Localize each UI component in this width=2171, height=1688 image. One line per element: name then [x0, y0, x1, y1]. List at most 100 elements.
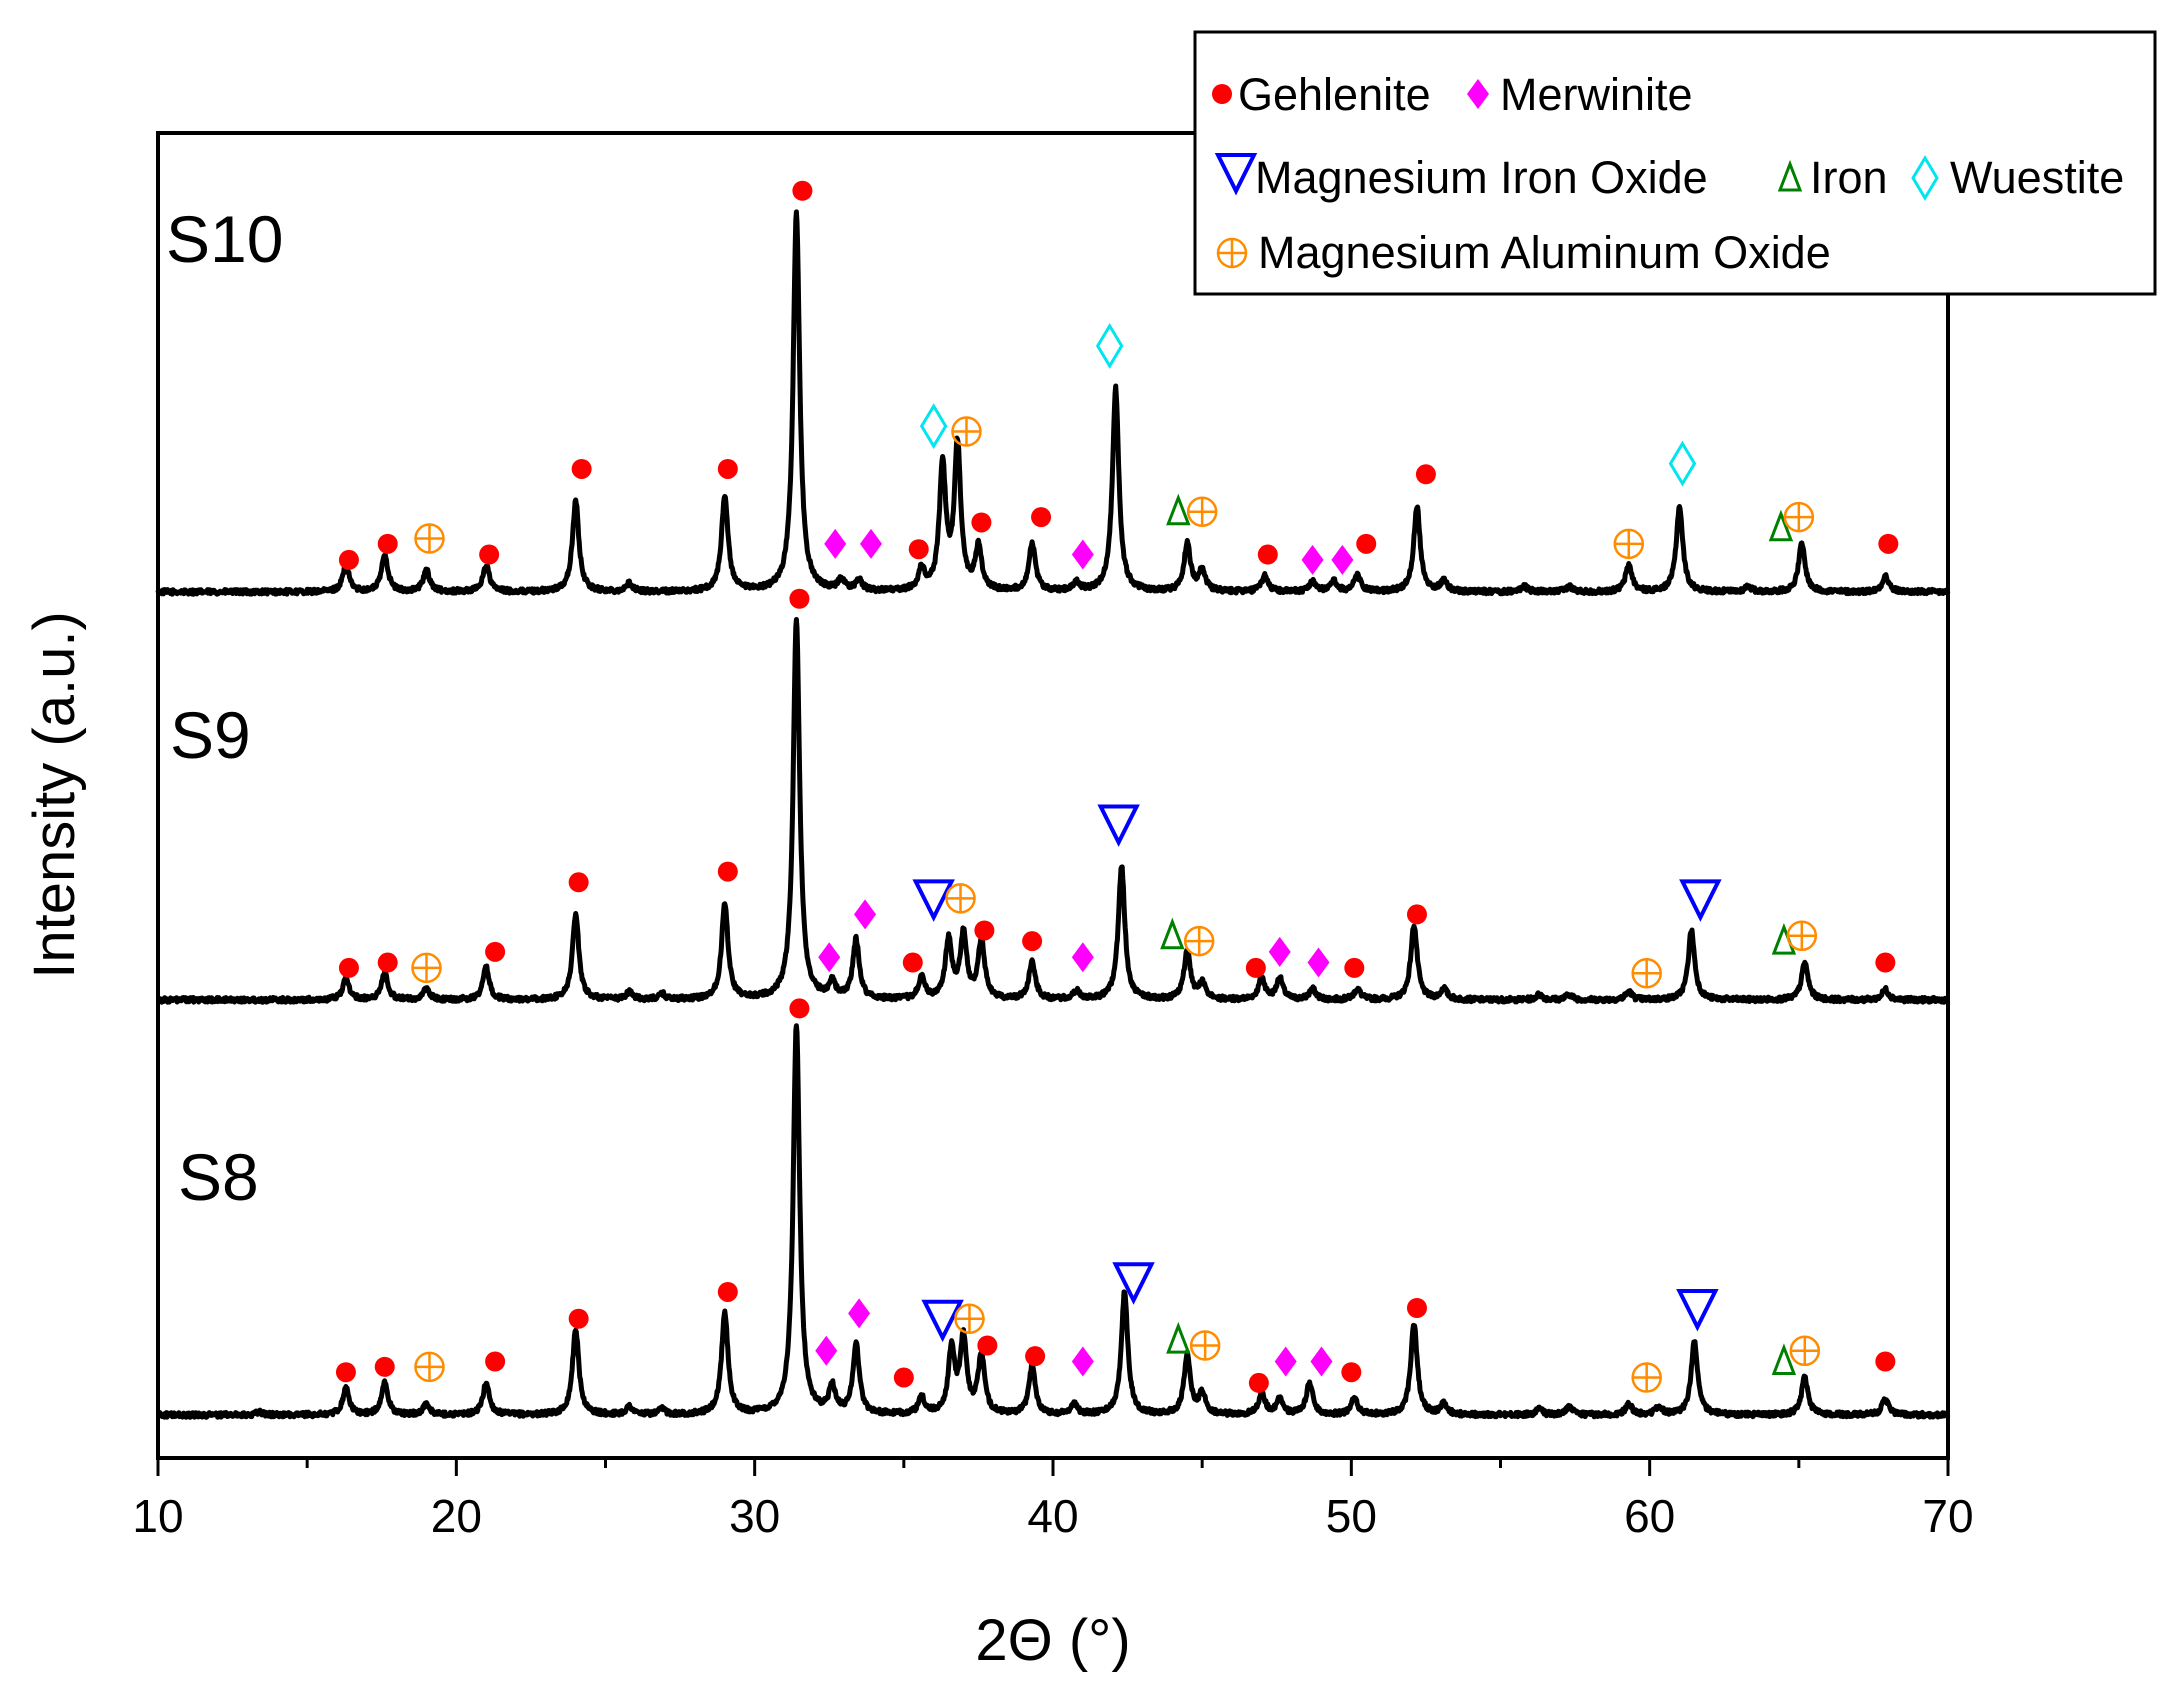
phase-marker-magnesium-aluminum-oxide: [1631, 958, 1662, 989]
phase-marker-magnesium-aluminum-oxide: [1183, 925, 1215, 957]
legend-symbol-iron: [1777, 159, 1803, 192]
gehlenite-dot-icon: [377, 533, 398, 554]
x-tick-label: 60: [1624, 1490, 1675, 1542]
phase-marker-magnesium-aluminum-oxide: [951, 416, 982, 447]
phase-marker-magnesium-aluminum-oxide: [414, 1351, 445, 1383]
merwinite-diamond-icon: [824, 528, 847, 559]
x-tick-label: 70: [1922, 1490, 1973, 1542]
phase-marker-gehlenite: [1257, 544, 1278, 565]
iron-delta-icon: [1160, 917, 1185, 950]
merwinite-diamond-icon: [1331, 544, 1354, 575]
legend-symbol-magnesium-aluminum-oxide: [1216, 237, 1248, 269]
phase-marker-merwinite: [1071, 539, 1094, 570]
phase-marker-magnesium-aluminum-oxide: [414, 523, 445, 554]
gehlenite-dot-icon: [1406, 1298, 1427, 1318]
iron-delta-icon: [1777, 159, 1803, 192]
phase-marker-magnesium-aluminum-oxide: [954, 1303, 985, 1334]
phase-marker-magnesium-iron-oxide: [921, 1299, 964, 1343]
wuestite-diamond-icon: [919, 403, 948, 450]
phase-marker-magnesium-aluminum-oxide: [945, 883, 976, 914]
series-label-s10: S10: [166, 202, 283, 276]
phase-marker-gehlenite: [1875, 952, 1896, 973]
phase-marker-gehlenite: [374, 1356, 395, 1377]
phase-marker-wuestite: [1668, 440, 1697, 487]
phase-marker-iron: [1768, 509, 1794, 542]
x-tick-label: 10: [132, 1490, 183, 1542]
magnesium-iron-oxide-triangle-icon: [1097, 804, 1140, 847]
phase-marker-merwinite: [1307, 947, 1330, 978]
phase-marker-gehlenite: [908, 539, 929, 560]
phase-marker-magnesium-iron-oxide: [1679, 879, 1722, 922]
gehlenite-dot-icon: [1415, 464, 1436, 485]
phase-marker-gehlenite: [568, 872, 589, 893]
series-layer: [155, 209, 1951, 1420]
phase-marker-gehlenite: [1025, 1346, 1046, 1367]
series-line-s9: [155, 617, 1950, 1005]
legend-label-merwinite: Merwinite: [1500, 69, 1693, 120]
gehlenite-dot-icon: [338, 957, 359, 978]
gehlenite-dot-icon: [1344, 957, 1365, 978]
phase-marker-gehlenite: [568, 1308, 589, 1329]
gehlenite-dot-icon: [1031, 507, 1052, 528]
gehlenite-dot-icon: [1341, 1362, 1362, 1383]
merwinite-diamond-icon: [1268, 936, 1291, 967]
merwinite-diamond-icon: [818, 942, 841, 973]
phase-marker-gehlenite: [338, 549, 359, 570]
phase-marker-merwinite: [818, 942, 841, 973]
phase-marker-gehlenite: [377, 952, 398, 973]
magnesium-iron-oxide-triangle-icon: [1679, 879, 1722, 922]
gehlenite-dot-icon: [1245, 957, 1266, 978]
phase-marker-gehlenite: [377, 533, 398, 554]
gehlenite-dot-icon: [789, 588, 810, 609]
phase-marker-gehlenite: [974, 920, 995, 941]
legend-box: [1193, 30, 2157, 296]
merwinite-diamond-icon: [1301, 544, 1324, 575]
x-axis: 10 20 30 40 50 60 70: [132, 1458, 1974, 1542]
gehlenite-dot-icon: [717, 1281, 738, 1302]
phase-marker-merwinite: [1310, 1346, 1333, 1377]
phase-marker-merwinite: [860, 528, 883, 559]
phase-marker-gehlenite: [1406, 1298, 1427, 1318]
gehlenite-dot-icon: [485, 1351, 506, 1372]
merwinite-diamond-icon: [1071, 1346, 1094, 1377]
merwinite-diamond-icon: [1310, 1346, 1333, 1377]
phase-marker-magnesium-iron-oxide: [1097, 804, 1140, 847]
phase-marker-gehlenite: [1031, 507, 1052, 528]
phase-marker-magnesium-iron-oxide: [1112, 1262, 1155, 1305]
phase-marker-magnesium-aluminum-oxide: [1189, 1330, 1221, 1361]
series-label-s8: S8: [178, 1140, 259, 1214]
phase-marker-iron: [1166, 493, 1191, 526]
merwinite-diamond-icon: [860, 528, 883, 559]
merwinite-diamond-icon: [1307, 947, 1330, 978]
gehlenite-dot-icon: [974, 920, 995, 941]
legend-label-magnesium-iron-oxide: Magnesium Iron Oxide: [1255, 152, 1708, 203]
gehlenite-dot-icon: [789, 998, 810, 1019]
iron-delta-icon: [1768, 509, 1794, 542]
gehlenite-dot-icon: [479, 544, 500, 565]
phase-marker-merwinite: [854, 899, 877, 930]
phase-marker-gehlenite: [1245, 957, 1266, 978]
gehlenite-dot-icon: [1875, 952, 1896, 973]
series-line-s8: [156, 1023, 1951, 1420]
phase-marker-gehlenite: [971, 512, 992, 533]
phase-marker-merwinite: [815, 1335, 838, 1366]
phase-marker-magnesium-aluminum-oxide: [1786, 920, 1818, 952]
phase-marker-magnesium-aluminum-oxide: [1789, 1335, 1821, 1367]
phase-marker-gehlenite: [571, 458, 592, 479]
phase-marker-wuestite: [1095, 322, 1124, 369]
wuestite-diamond-icon: [1911, 155, 1939, 201]
x-tick-label: 30: [729, 1490, 780, 1542]
gehlenite-dot-icon: [338, 549, 359, 570]
phase-marker-gehlenite: [789, 588, 810, 609]
phase-marker-gehlenite: [338, 957, 359, 978]
merwinite-diamond-icon: [1274, 1346, 1297, 1377]
legend-markers: [1212, 79, 1939, 269]
gehlenite-dot-icon: [977, 1335, 998, 1356]
gehlenite-dot-icon: [1022, 931, 1043, 952]
x-tick-label: 50: [1326, 1490, 1377, 1542]
phase-marker-magnesium-aluminum-oxide: [411, 952, 442, 984]
phase-marker-gehlenite: [717, 458, 738, 479]
wuestite-diamond-icon: [1095, 322, 1124, 369]
merwinite-diamond-icon: [815, 1335, 838, 1366]
gehlenite-dot-icon: [568, 872, 589, 893]
